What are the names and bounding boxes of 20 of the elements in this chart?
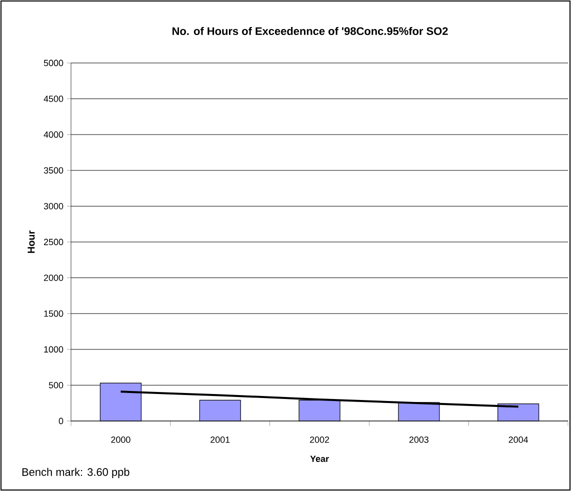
x-tick-label: 2000: [111, 436, 130, 443]
y-tick-label: 2000: [44, 274, 64, 281]
y-axis-title: Hour: [28, 230, 35, 253]
y-tick-label: 3500: [44, 167, 64, 174]
x-tick-label: 2004: [508, 436, 528, 443]
x-axis-title: Year: [310, 456, 329, 462]
chart-title: No. of Hours of Exceedennce of '98Conc.95%for SO2: [172, 26, 448, 36]
x-tick-label: 2001: [210, 436, 230, 443]
y-tick-label: 5000: [44, 60, 64, 66]
y-tick-label: 500: [48, 382, 64, 388]
y-tick-label: 2500: [44, 238, 64, 246]
x-tick-label: 2002: [310, 436, 330, 443]
y-tick-label: 4500: [44, 96, 64, 102]
y-tick-label: 1000: [44, 346, 64, 353]
text: Bench mark: 3.60 ppb: [22, 468, 130, 478]
y-tick-label: 3000: [44, 203, 64, 210]
y-tick-label: 4000: [44, 131, 64, 138]
y-tick-label: 1500: [44, 310, 64, 317]
x-tick-label: 2003: [409, 436, 428, 443]
y-tick-label: 0: [58, 418, 64, 424]
